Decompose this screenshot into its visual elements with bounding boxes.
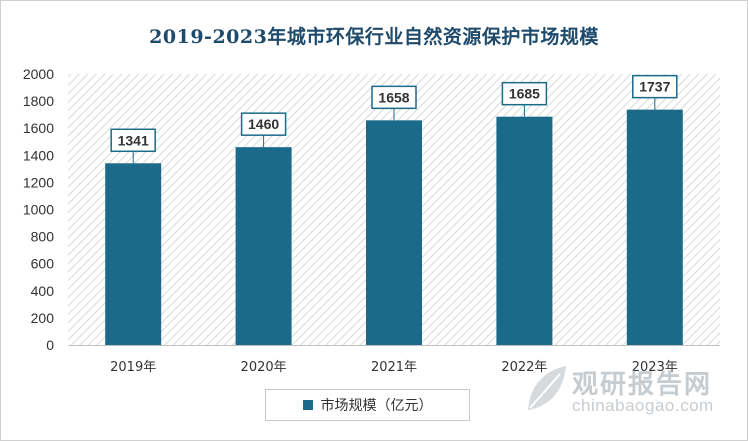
y-tick-label: 2000	[23, 66, 54, 82]
x-tick-label: 2019年	[110, 360, 156, 375]
y-tick-label: 1800	[23, 93, 54, 109]
y-tick-label: 1000	[23, 202, 54, 218]
y-tick-label: 800	[31, 229, 55, 245]
legend-label: 市场规模（亿元）	[320, 398, 433, 414]
legend-swatch	[302, 400, 313, 410]
y-tick-label: 0	[46, 337, 54, 353]
y-tick-label: 1200	[23, 174, 54, 190]
y-tick-label: 1600	[23, 120, 54, 136]
x-tick-label: 2020年	[241, 360, 287, 375]
bar	[105, 163, 162, 345]
y-tick-label: 200	[31, 310, 55, 326]
data-label: 1685	[509, 86, 540, 102]
x-tick-label: 2021年	[371, 360, 417, 375]
legend: 市场规模（亿元）	[265, 389, 470, 421]
y-tick-label: 400	[31, 283, 55, 299]
x-tick-label: 2023年	[632, 360, 678, 375]
data-label: 1658	[378, 89, 409, 105]
leaf-logo-icon	[528, 366, 566, 410]
watermark-name: 观研报告网	[572, 370, 713, 400]
bar	[496, 116, 553, 346]
y-tick-label: 600	[31, 256, 55, 272]
bar	[366, 120, 422, 345]
bar	[626, 109, 683, 345]
watermark: 观研报告网 chinabaogao.com	[520, 362, 740, 422]
x-tick-label: 2022年	[501, 360, 547, 375]
chart-title: 2019-2023年城市环保行业自然资源保护市场规模	[149, 26, 599, 48]
bar	[235, 147, 292, 345]
data-label: 1460	[248, 116, 279, 132]
data-label: 1341	[118, 132, 149, 148]
watermark-url: chinabaogao.com	[572, 396, 714, 415]
y-tick-label: 1400	[23, 147, 54, 163]
data-label: 1737	[639, 79, 670, 95]
